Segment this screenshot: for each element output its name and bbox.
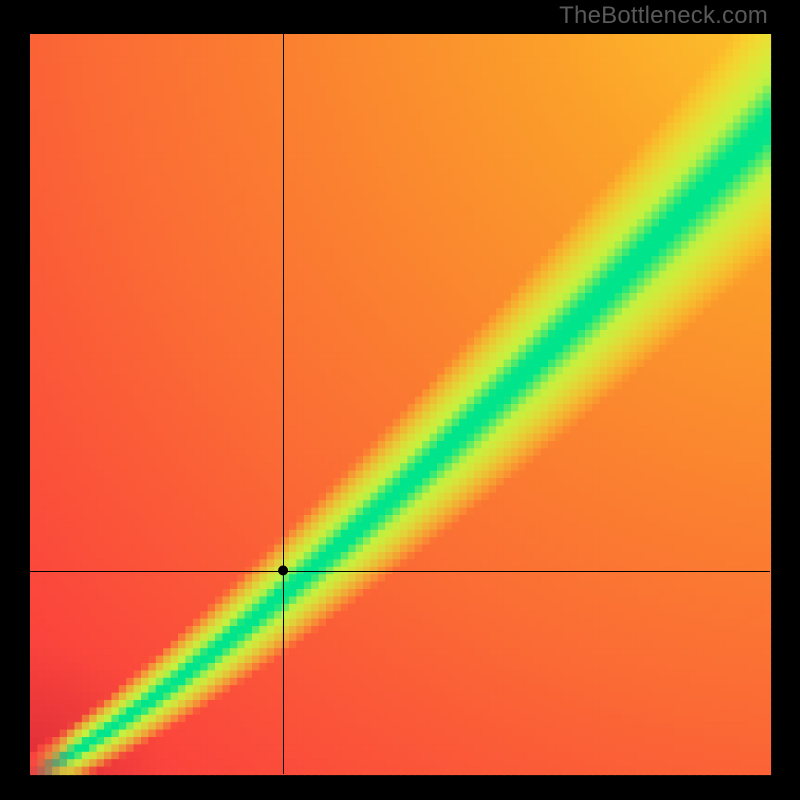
watermark-text: TheBottleneck.com [559,2,768,30]
bottleneck-heatmap [0,0,800,800]
